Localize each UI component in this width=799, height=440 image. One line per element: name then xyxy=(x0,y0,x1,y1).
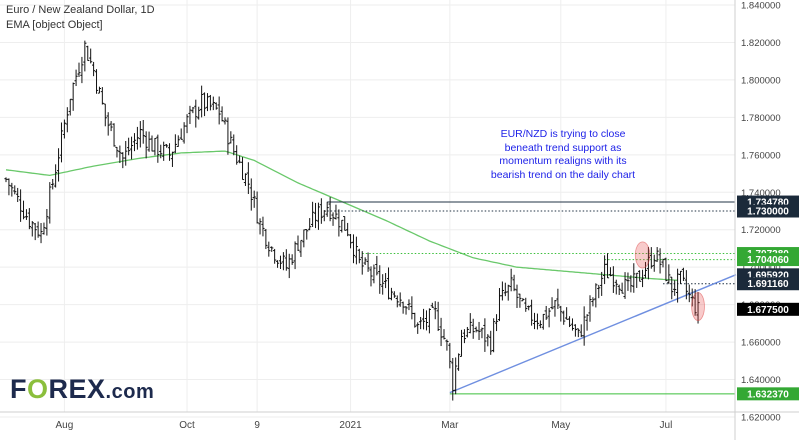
price-tag-box xyxy=(737,277,799,291)
highlight-marker xyxy=(634,241,651,269)
annotation-line: beneath trend support as xyxy=(504,141,622,154)
grid xyxy=(0,0,735,418)
x-tick-label: Aug xyxy=(56,420,74,431)
price-tag-label: 1.695920 xyxy=(747,270,789,281)
level-lines-layer xyxy=(327,201,735,395)
price-tag: 1.691160 xyxy=(737,277,799,291)
highlight-layer xyxy=(634,241,705,321)
highlight-marker xyxy=(691,292,705,321)
y-tick-label: 1.660000 xyxy=(741,338,781,349)
logo-letters-rex: REX xyxy=(48,374,106,404)
price-tag-box xyxy=(737,302,799,316)
price-tag-label: 1.632370 xyxy=(747,389,789,400)
y-tick-label: 1.800000 xyxy=(741,75,781,86)
forex-logo: FOREX.com xyxy=(10,374,154,405)
chart-title: Euro / New Zealand Dollar, 1D xyxy=(6,4,155,16)
x-tick-label: Jul xyxy=(660,420,673,431)
trendline-layer xyxy=(449,274,737,394)
price-tag-label: 1.734780 xyxy=(747,198,789,209)
y-tick-label: 1.640000 xyxy=(741,375,781,386)
candles-layer xyxy=(4,40,700,401)
x-tick-label: Oct xyxy=(179,420,195,431)
y-tick-label: 1.840000 xyxy=(741,1,781,12)
price-tag: 1.704060 xyxy=(737,253,799,267)
y-tick-label: 1.760000 xyxy=(741,150,781,161)
price-tag-label: 1.730000 xyxy=(747,207,789,218)
x-tick-label: 9 xyxy=(254,420,260,431)
annotation-line: bearish trend on the daily chart xyxy=(490,168,636,181)
price-labels-layer: 1.7347801.7300001.7072801.7040601.695920… xyxy=(737,195,799,401)
trendline xyxy=(449,274,737,394)
y-tick-label: 1.620000 xyxy=(741,413,781,424)
price-tag-label: 1.691160 xyxy=(747,279,789,290)
y-tick-label: 1.780000 xyxy=(741,113,781,124)
x-tick-label: 2021 xyxy=(339,420,362,431)
price-tag: 1.677500 xyxy=(737,302,799,316)
logo-dotcom: .com xyxy=(105,381,155,403)
x-tick-label: Mar xyxy=(441,420,459,431)
price-tag: 1.632370 xyxy=(737,387,799,401)
logo-letter-f: F xyxy=(10,374,27,404)
annotation-line: momentum realigns with its xyxy=(499,155,627,168)
y-tick-label: 1.720000 xyxy=(741,225,781,236)
price-tag-label: 1.677500 xyxy=(747,305,789,316)
price-tag: 1.730000 xyxy=(737,204,799,218)
chart-subtitle: EMA [object Object] xyxy=(6,19,103,31)
y-tick-label: 1.820000 xyxy=(741,38,781,49)
price-tag-label: 1.704060 xyxy=(747,255,789,266)
price-tag-box xyxy=(737,204,799,218)
x-tick-label: May xyxy=(551,420,570,431)
chart-annotation: EUR/NZD is trying to close beneath trend… xyxy=(478,128,648,182)
annotation-line: EUR/NZD is trying to close xyxy=(500,128,626,140)
price-tag-box xyxy=(737,253,799,267)
logo-letter-o: O xyxy=(27,374,49,404)
price-tag-box xyxy=(737,387,799,401)
y-tick-label: 1.700000 xyxy=(741,263,781,274)
y-tick-label: 1.740000 xyxy=(741,188,781,199)
